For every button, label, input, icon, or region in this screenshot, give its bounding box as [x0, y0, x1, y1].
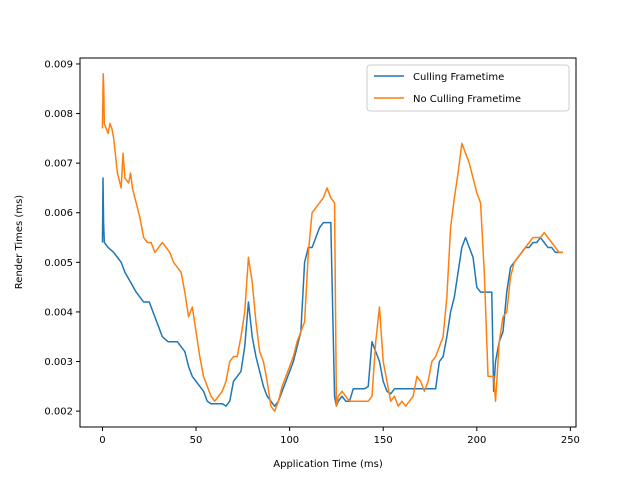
y-tick-label: 0.002 — [44, 407, 73, 418]
x-tick-label: 150 — [374, 435, 393, 446]
legend: Culling Frametime No Culling Frametime — [366, 64, 570, 112]
plot-area — [79, 57, 577, 428]
x-axis: 0 50 100 150 200 250 — [99, 427, 580, 446]
legend-label-no-culling: No Culling Frametime — [413, 94, 521, 105]
x-tick-label: 200 — [467, 435, 486, 446]
y-tick-label: 0.007 — [44, 159, 73, 170]
series-layer — [101, 73, 563, 412]
y-axis-label: Render Times (ms) — [14, 195, 25, 289]
x-tick-label: 250 — [561, 435, 580, 446]
legend-label-culling: Culling Frametime — [413, 72, 504, 83]
y-tick-label: 0.009 — [44, 59, 73, 70]
y-tick-label: 0.005 — [44, 258, 73, 269]
x-tick-label: 50 — [190, 435, 203, 446]
y-tick-label: 0.004 — [44, 307, 73, 318]
series-line-1 — [101, 73, 563, 412]
y-tick-label: 0.008 — [44, 109, 73, 120]
x-tick-label: 0 — [99, 435, 105, 446]
y-axis: 0.002 0.003 0.004 0.005 0.006 0.007 0.008 0.009 — [44, 59, 80, 418]
legend-box — [366, 64, 570, 112]
series-line-0 — [101, 177, 563, 407]
x-axis-label: Application Time (ms) — [273, 459, 383, 470]
plot-frame — [79, 57, 577, 428]
x-tick-label: 100 — [280, 435, 299, 446]
y-tick-label: 0.003 — [44, 357, 73, 368]
y-tick-label: 0.006 — [44, 208, 73, 219]
